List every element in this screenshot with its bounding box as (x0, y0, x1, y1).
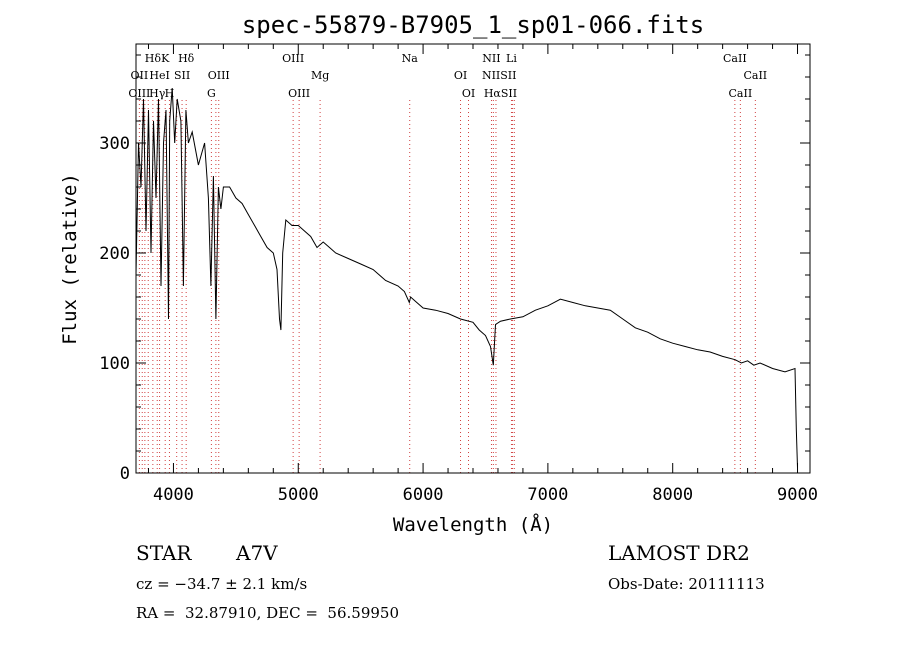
line-label: Hδ (178, 52, 195, 65)
x-tick-label: 8000 (652, 485, 693, 505)
line-label: OI (454, 69, 467, 82)
x-axis: 4000 5000 6000 7000 8000 9000 (147, 44, 818, 505)
line-label: CaII (723, 52, 747, 65)
redshift-text: cz = −34.7 ± 2.1 km/s (136, 575, 308, 593)
x-tick-label: 5000 (278, 485, 319, 505)
x-tick-label: 9000 (777, 485, 818, 505)
line-label: Mg (311, 69, 329, 82)
line-label: CaII (729, 87, 753, 100)
marker-lines (138, 100, 756, 473)
y-tick-label: 100 (99, 354, 130, 374)
line-label: Hδ (145, 52, 162, 65)
x-tick-label: 7000 (527, 485, 568, 505)
object-type: STAR (136, 541, 192, 565)
x-tick-label: 6000 (403, 485, 444, 505)
y-tick-label: 0 (120, 464, 130, 484)
line-label: HeI (149, 69, 169, 82)
line-label: OIII (128, 87, 150, 100)
line-label: NII (482, 52, 500, 65)
line-label: CaII (743, 69, 767, 82)
line-label: OII (131, 69, 149, 82)
spectrum-line (135, 87, 798, 468)
plot-frame (135, 43, 811, 474)
line-label: SII (174, 69, 190, 82)
survey-name: LAMOST DR2 (608, 541, 750, 565)
line-label: OIII (288, 87, 310, 100)
y-axis: 0 100 200 300 (99, 54, 810, 484)
chart-title: spec-55879-B7905_1_sp01-066.fits (242, 11, 704, 39)
coordinates-text: RA = 32.87910, DEC = 56.59950 (136, 604, 400, 622)
line-label: K (161, 52, 170, 65)
line-label: OI (462, 87, 475, 100)
object-subclass: A7V (236, 541, 278, 565)
line-label: H (165, 87, 175, 100)
obs-date-text: Obs-Date: 20111113 (608, 575, 765, 593)
line-label: Hγ (149, 87, 166, 100)
line-label: OIII (208, 69, 230, 82)
y-tick-label: 300 (99, 134, 130, 154)
line-label: G (207, 87, 216, 100)
line-label: NIISII (482, 69, 517, 82)
y-tick-label: 200 (99, 244, 130, 264)
line-label: HαSII (484, 87, 517, 100)
line-label: Na (402, 52, 419, 65)
x-axis-label: Wavelength (Å) (393, 513, 553, 536)
x-tick-label: 4000 (153, 485, 194, 505)
line-label: Li (506, 52, 517, 65)
y-axis-label: Flux (relative) (59, 173, 81, 345)
line-label: OIII (282, 52, 304, 65)
